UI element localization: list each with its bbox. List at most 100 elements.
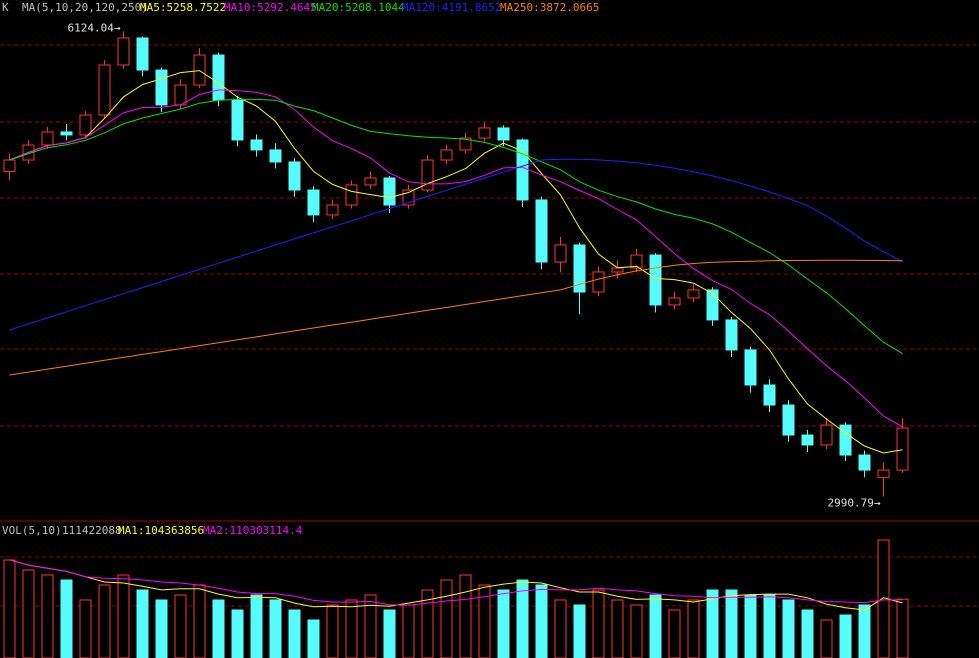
candle-body bbox=[269, 149, 282, 163]
volume-bar bbox=[535, 584, 548, 658]
volume-bar bbox=[193, 584, 206, 658]
ma-line bbox=[9, 70, 903, 454]
candle-body bbox=[212, 54, 225, 101]
volume-bar bbox=[41, 574, 54, 658]
legend-entry: MA120:4191.8652 bbox=[402, 1, 501, 14]
volume-bar bbox=[22, 569, 35, 658]
volume-bar bbox=[687, 599, 700, 658]
volume-bar bbox=[801, 609, 814, 658]
candle-body bbox=[573, 244, 586, 293]
legend-entry: MA1:104363856 bbox=[118, 524, 204, 537]
volume-bar bbox=[820, 619, 833, 658]
volume-bar bbox=[345, 599, 358, 658]
volume-bar bbox=[497, 589, 510, 658]
volume-bar bbox=[117, 574, 130, 658]
volume-bar bbox=[402, 604, 415, 658]
volume-bar bbox=[858, 604, 871, 658]
legend-entry: MA20:5208.1044 bbox=[312, 1, 405, 14]
candle-body bbox=[60, 131, 73, 136]
candle-body bbox=[782, 404, 795, 436]
volume-bar bbox=[630, 604, 643, 658]
volume-bar bbox=[459, 574, 472, 658]
candle-body bbox=[383, 177, 396, 206]
candle-body bbox=[744, 349, 757, 386]
candle-body bbox=[725, 319, 738, 351]
ma-line bbox=[9, 559, 903, 611]
volume-bar bbox=[174, 594, 187, 658]
volume-bar bbox=[307, 619, 320, 658]
candle-body bbox=[630, 254, 643, 269]
candle-body bbox=[478, 127, 491, 139]
candle-body bbox=[174, 84, 187, 106]
volume-bar bbox=[155, 599, 168, 658]
legend-entry: MA10:5292.4645 bbox=[224, 1, 317, 14]
candle-body bbox=[155, 69, 168, 106]
ma-line bbox=[9, 98, 903, 355]
candle-body bbox=[98, 64, 111, 116]
extreme-label: 6124.04→ bbox=[68, 21, 121, 34]
extreme-label: 2990.79→ bbox=[828, 497, 881, 510]
candle-body bbox=[136, 37, 149, 71]
ma-line bbox=[9, 89, 903, 428]
candle-body bbox=[820, 424, 833, 446]
candle-body bbox=[193, 54, 206, 86]
candle-body bbox=[307, 189, 320, 216]
ma-line bbox=[9, 559, 903, 606]
volume-bar bbox=[136, 589, 149, 658]
candle-body bbox=[440, 149, 453, 161]
candle-body bbox=[858, 454, 871, 471]
volume-bar bbox=[592, 589, 605, 658]
candle-body bbox=[250, 139, 263, 151]
candle-body bbox=[763, 384, 776, 406]
candle-body bbox=[231, 99, 244, 141]
volume-bar bbox=[896, 598, 909, 658]
candle-body bbox=[535, 199, 548, 263]
candle-body bbox=[3, 159, 16, 172]
candle-body bbox=[79, 114, 92, 136]
volume-bar bbox=[649, 594, 662, 658]
candle-body bbox=[288, 161, 301, 191]
candle-body bbox=[117, 37, 130, 66]
volume-bar bbox=[763, 594, 776, 658]
volume-bar bbox=[98, 584, 111, 658]
volume-bar bbox=[79, 599, 92, 658]
volume-bar bbox=[725, 589, 738, 658]
volume-bar bbox=[288, 609, 301, 658]
candle-body bbox=[611, 267, 624, 273]
candle-body bbox=[345, 184, 358, 206]
ma-line bbox=[9, 158, 903, 331]
volume-bar bbox=[839, 614, 852, 658]
candle-body bbox=[497, 127, 510, 141]
volume-bar bbox=[554, 599, 567, 658]
volume-bar bbox=[611, 599, 624, 658]
volume-bar bbox=[3, 559, 16, 658]
volume-bar bbox=[60, 579, 73, 658]
volume-bar bbox=[668, 609, 681, 658]
volume-bar bbox=[212, 599, 225, 658]
candle-body bbox=[402, 189, 415, 206]
volume-bar bbox=[231, 609, 244, 658]
legend-entry: MA250:3872.0665 bbox=[500, 1, 599, 14]
candle-body bbox=[592, 271, 605, 293]
volume-bar bbox=[744, 594, 757, 658]
volume-bar bbox=[269, 599, 282, 658]
volume-bar bbox=[364, 594, 377, 658]
volume-bar bbox=[516, 579, 529, 658]
candle-body bbox=[554, 244, 567, 263]
volume-bar bbox=[440, 579, 453, 658]
legend-entry: MA2:110303114.4 bbox=[203, 524, 303, 537]
plot bbox=[3, 31, 909, 658]
candle-body bbox=[896, 427, 909, 471]
candle-body bbox=[839, 424, 852, 456]
candle-body bbox=[41, 131, 54, 146]
chart-title: K bbox=[2, 1, 9, 14]
legend-entry: MA5:5258.7522 bbox=[140, 1, 226, 14]
volume-bar bbox=[326, 604, 339, 658]
chart-subtitle: MA(5,10,20,120,250) bbox=[22, 1, 148, 14]
candle-body bbox=[421, 159, 434, 191]
volume-bar bbox=[706, 589, 719, 658]
volume-bar bbox=[383, 609, 396, 658]
